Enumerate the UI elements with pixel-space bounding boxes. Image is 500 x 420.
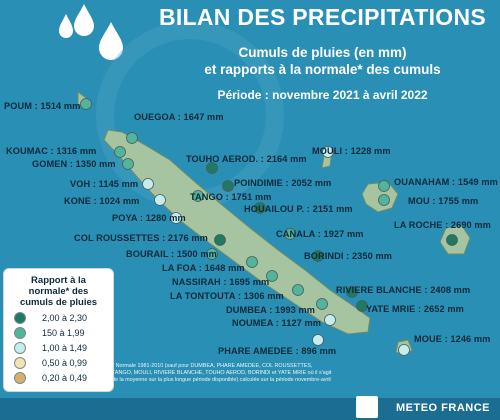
legend-swatch [14,327,26,339]
page-title: BILAN DES PRECIPITATIONS [158,4,487,30]
footer-brand: METEO FRANCE [396,402,490,414]
legend-swatch [14,372,26,384]
station-label-mouli: MOULI : 1228 mm [312,146,391,156]
station-marker-moue [398,344,410,356]
legend-row: 1,00 à 1,49 [14,341,87,355]
legend-row: 0,50 à 0,99 [14,356,87,370]
station-label-la-foa: LA FOA : 1648 mm [162,263,245,273]
legend-swatch [14,357,26,369]
station-marker-la-tontouta [292,284,304,296]
station-marker-dumbea [316,298,328,310]
legend-swatch [14,342,26,354]
station-marker-ouegoa [126,132,138,144]
station-label-moue: MOUE : 1246 mm [414,334,491,344]
station-marker-la-roche [446,234,458,246]
station-label-col-roussettes: COL ROUSSETTES : 2176 mm [74,233,208,243]
legend-title-line-1: Rapport à la [31,275,86,286]
legend-row: 2,00 à 2,30 [14,311,87,325]
station-marker-la-foa [246,256,258,268]
station-marker-poum [80,98,92,110]
station-label-voh: VOH : 1145 mm [70,179,139,189]
station-marker-col-roussettes [214,234,226,246]
period-label: Période : novembre 2021 à avril 2022 [217,88,428,102]
subtitle-line-1: Cumuls de pluies (en mm) [238,45,407,60]
station-marker-ouanaham [378,180,390,192]
meteo-france-logo-icon [356,396,378,418]
station-marker-koumac [114,146,126,158]
station-marker-nassirah [266,270,278,282]
station-marker-bourail [206,248,218,260]
station-marker-voh [142,178,154,190]
subtitle-line-2: et rapports à la normale* des cumuls [204,62,441,77]
station-label-borindi: BORINDI : 2350 mm [304,251,392,261]
station-marker-yate [356,300,368,312]
station-marker-touho [206,162,218,174]
station-label-poindimie: POINDIMIE : 2052 mm [234,178,332,188]
station-label-mou: MOU : 1755 mm [408,196,479,206]
station-label-nassirah: NASSIRAH : 1695 mm [172,277,270,287]
station-marker-poya [170,212,182,224]
station-marker-mouli [322,146,334,158]
station-marker-riviere-blanche [346,286,358,298]
station-label-riviere-blanche: RIVIERE BLANCHE : 2408 mm [336,285,471,295]
station-marker-poindimie [222,180,234,192]
legend-swatch [14,312,26,324]
station-label-tango: TANGO : 1751 mm [190,192,272,202]
station-marker-noumea [324,314,336,326]
station-marker-canala [284,228,296,240]
footnote: * Normale 1981-2010 (sauf pour DUMBEA, P… [112,363,332,383]
legend-row: 0,20 à 0,49 [14,371,87,385]
legend: Rapport à la normale* des cumuls de plui… [3,268,114,392]
station-label-gomen: GOMEN : 1350 mm [32,159,116,169]
legend-title-line-3: cumuls de pluies [19,297,98,308]
legend-row: 150 à 1,99 [14,326,85,340]
station-marker-borindi [312,250,324,262]
legend-title: Rapport à la normale* des cumuls de plui… [4,275,113,308]
legend-range: 1,00 à 1,49 [42,343,88,353]
station-marker-phare-amedee [312,334,324,346]
station-label-yate: YATE MRIE : 2652 mm [366,304,464,314]
station-label-koumac: KOUMAC : 1316 mm [6,146,97,156]
station-label-noumea: NOUMEA : 1127 mm [232,318,322,328]
station-marker-gomen [122,158,134,170]
station-label-poum: POUM : 1514 mm [4,101,81,111]
legend-range: 0,20 à 0,49 [42,373,88,383]
station-marker-houailou [254,202,266,214]
station-label-bourail: BOURAIL : 1500 mm [126,249,217,259]
legend-range: 0,50 à 0,99 [42,358,88,368]
station-label-ouanaham: OUANAHAM : 1549 mm [394,177,498,187]
station-label-poya: POYA : 1280 mm [112,213,186,223]
station-label-dumbea: DUMBEA : 1993 mm [226,305,316,315]
station-label-phare-amedee: PHARE AMEDEE : 896 mm [218,346,337,356]
station-label-touho: TOUHO AEROD. : 2164 mm [186,154,307,164]
station-label-houailou: HOUAILOU P. : 2151 mm [244,204,353,214]
water-drops-icon [59,4,123,60]
station-label-la-roche: LA ROCHE : 2690 mm [394,220,491,230]
station-marker-kone [154,194,166,206]
legend-range: 150 à 1,99 [42,328,85,338]
station-marker-tango [192,190,204,202]
subtitle: Cumuls de pluies (en mm) et rapports à l… [150,44,495,78]
station-label-la-tontouta: LA TONTOUTA : 1306 mm [170,291,284,301]
station-label-kone: KONE : 1024 mm [64,196,140,206]
legend-range: 2,00 à 2,30 [42,313,88,323]
station-label-ouegoa: OUEGOA : 1647 mm [134,112,224,122]
station-marker-mou [378,194,390,206]
station-label-canala: CANALA : 1927 mm [276,229,364,239]
legend-title-line-2: normale* des [28,286,89,297]
